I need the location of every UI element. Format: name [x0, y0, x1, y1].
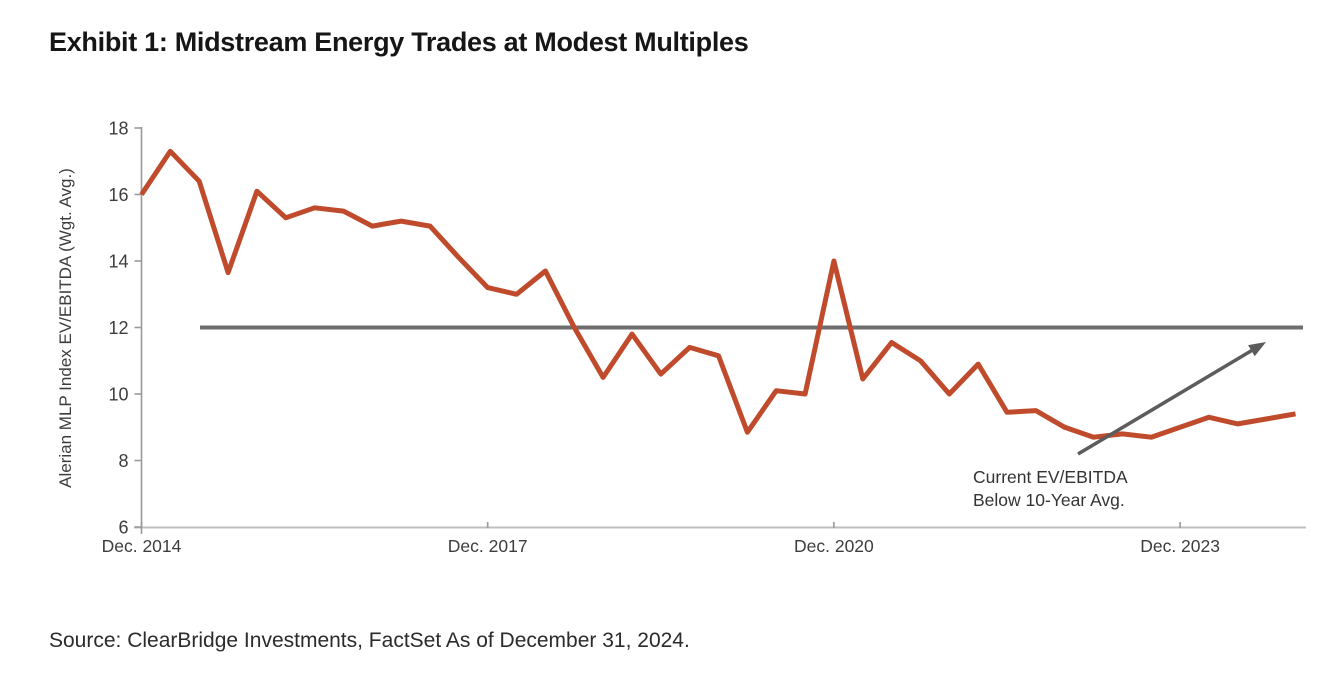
x-tick-label: Dec. 2023	[1140, 536, 1220, 556]
y-tick-label: 16	[108, 185, 128, 205]
trend-arrow-shaft	[1077, 345, 1259, 456]
x-tick-label: Dec. 2017	[448, 536, 528, 556]
x-tick-label: Dec. 2014	[102, 536, 182, 556]
trend-arrow-head	[1248, 342, 1266, 357]
y-tick-label: 18	[108, 119, 128, 139]
y-tick-label: 12	[108, 318, 128, 338]
y-tick-label: 6	[118, 518, 128, 538]
chart-annotation: Current EV/EBITDA Below 10-Year Avg.	[973, 466, 1128, 512]
y-axis-title: Alerian MLP Index EV/EBITDA (Wgt. Avg.)	[56, 168, 75, 488]
ev-ebitda-series-line	[139, 148, 1296, 440]
source-line: Source: ClearBridge Investments, FactSet…	[49, 629, 690, 652]
x-tick-label: Dec. 2020	[794, 536, 874, 556]
chart-title: Exhibit 1: Midstream Energy Trades at Mo…	[49, 27, 749, 57]
ev-ebitda-line-chart: 6 8 10 12 14 16 18 Dec. 2014 Dec. 2017 Dec. 2020 D…	[56, 119, 1306, 556]
y-tick-label: 14	[108, 252, 128, 272]
y-tick-label: 8	[118, 451, 128, 471]
annotation-line-2: Below 10-Year Avg.	[973, 490, 1125, 510]
y-tick-label: 10	[108, 385, 128, 405]
annotation-line-1: Current EV/EBITDA	[973, 467, 1128, 487]
